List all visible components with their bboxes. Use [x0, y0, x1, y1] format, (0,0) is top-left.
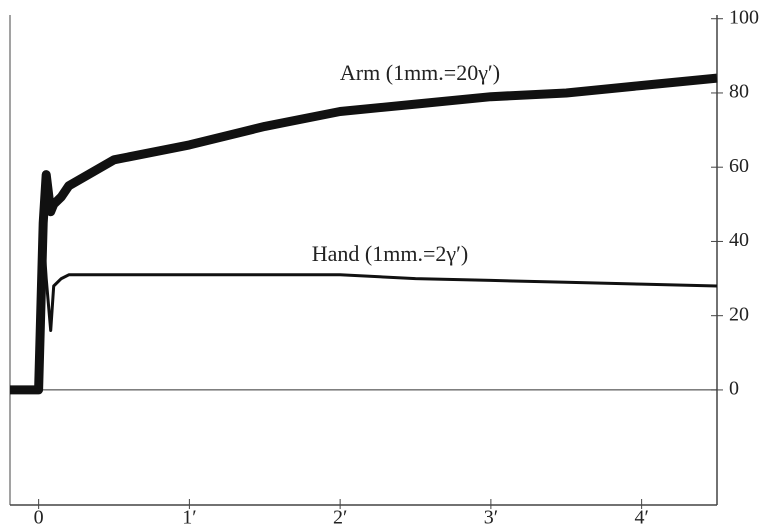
x-tick-label: 4′	[634, 507, 648, 529]
y-tick-label: 0	[729, 378, 739, 400]
x-tick-label: 0	[34, 507, 44, 529]
x-tick-label: 3′	[484, 507, 498, 529]
y-tick-label: 80	[729, 81, 749, 103]
annotation: Hand (1mm.=2γ′)	[312, 241, 468, 266]
series-line	[10, 73, 718, 395]
y-tick-label: 20	[729, 303, 749, 325]
y-tick-label: 100	[729, 6, 759, 28]
x-tick-label: 1′	[182, 507, 196, 529]
y-tick-label: 60	[729, 155, 749, 177]
series-line	[10, 232, 718, 392]
annotation: Arm (1mm.=20γ′)	[340, 60, 500, 85]
x-tick-label: 2′	[333, 507, 347, 529]
y-tick-label: 40	[729, 229, 749, 251]
